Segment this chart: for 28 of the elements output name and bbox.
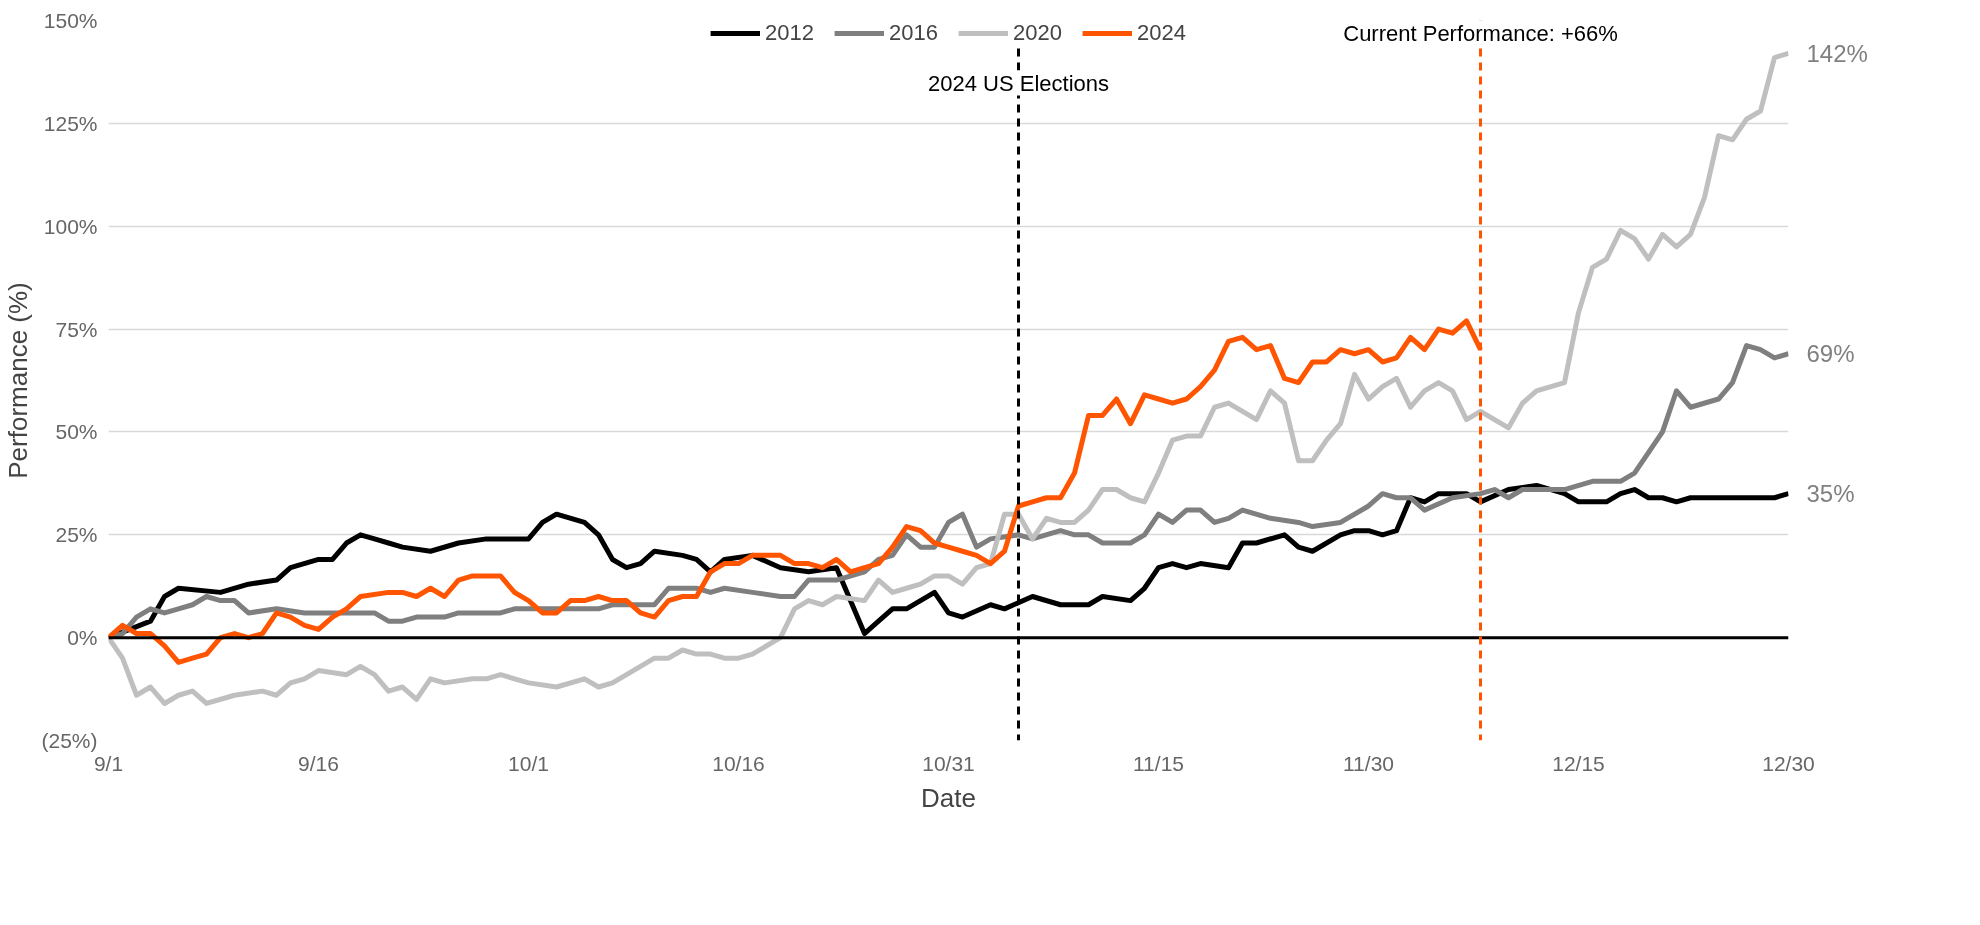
legend-label: 2024 [1136,20,1186,46]
x-tick-label: 11/30 [1343,751,1394,775]
legend-label: 2020 [1013,20,1062,46]
y-tick-label: 25% [55,523,98,547]
x-tick-label: 9/1 [93,751,124,775]
x-tick-label: 10/16 [712,751,765,775]
x-tick-label: 11/15 [1133,751,1184,775]
annotation: 142% [1806,39,1868,67]
annotation: 35% [1806,480,1855,508]
legend-label: 2012 [765,20,815,46]
x-tick-label: 10/1 [508,751,549,775]
x-tick-label: 12/30 [1762,751,1815,775]
y-tick-label: 150% [43,9,98,32]
y-tick-label: 100% [43,214,98,238]
x-tick-label: 9/16 [298,751,339,775]
y-tick-label: (25%) [41,729,98,752]
y-axis-title: Performance (%) [3,282,34,479]
y-tick-label: 50% [55,420,98,444]
y-tick-label: 75% [55,317,98,341]
x-tick-label: 10/31 [922,751,975,775]
y-tick-label: 125% [43,111,98,135]
x-tick-label: 12/15 [1552,751,1605,775]
ref-line-label: Current Performance: +66% [1343,20,1618,46]
legend-label: 2016 [889,20,938,46]
y-tick-label: 0% [67,626,98,650]
annotation: 69% [1806,340,1855,368]
ref-line-label: 2024 US Elections [928,70,1109,96]
x-axis-title: Date [921,782,976,813]
